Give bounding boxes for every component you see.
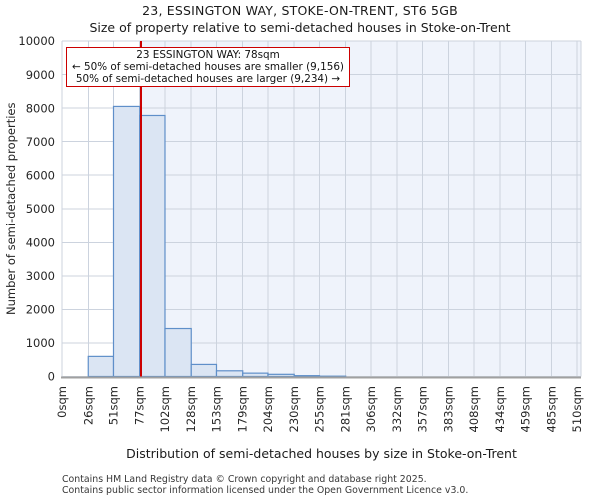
x-tick-label: 383sqm <box>442 386 456 432</box>
histogram-bar <box>215 370 244 378</box>
y-tick-label: 10000 <box>18 34 55 48</box>
x-tick-label: 306sqm <box>364 386 378 432</box>
marker-annotation-box: 23 ESSINGTON WAY: 78sqm ← 50% of semi-de… <box>66 47 350 87</box>
histogram-bar <box>190 363 218 378</box>
x-tick-label: 153sqm <box>209 386 223 432</box>
x-tick-label: 26sqm <box>81 386 95 425</box>
histogram-bar <box>139 114 166 378</box>
histogram-bar <box>293 375 321 378</box>
y-axis-title: Number of semi-detached properties <box>4 103 18 315</box>
x-tick-label: 0sqm <box>55 386 69 418</box>
page-subtitle: Size of property relative to semi-detach… <box>89 20 511 35</box>
x-tick-label: 459sqm <box>518 386 532 432</box>
x-tick-label: 77sqm <box>133 386 147 425</box>
histogram-bar <box>242 372 269 378</box>
annotation-larger-line: 50% of semi-detached houses are larger (… <box>75 73 341 86</box>
x-tick-label: 179sqm <box>236 386 250 432</box>
x-tick-label: 51sqm <box>106 386 120 425</box>
y-tick-label: 9000 <box>26 68 55 82</box>
histogram-bar <box>112 105 141 378</box>
y-tick-label: 6000 <box>26 168 55 182</box>
y-tick-label: 1000 <box>26 336 55 350</box>
x-axis-title: Distribution of semi-detached houses by … <box>126 446 517 461</box>
x-tick-label: 230sqm <box>287 386 301 432</box>
annotation-property-line: 23 ESSINGTON WAY: 78sqm <box>136 49 280 61</box>
y-tick-label: 0 <box>48 370 55 384</box>
histogram-bar <box>267 373 295 378</box>
x-tick-label: 357sqm <box>415 386 429 432</box>
x-tick-label: 510sqm <box>570 386 584 432</box>
x-tick-label: 102sqm <box>158 386 172 432</box>
x-tick-label: 485sqm <box>545 386 559 432</box>
histogram-bar <box>164 327 192 378</box>
y-tick-label: 2000 <box>26 303 55 317</box>
footer-line-2: Contains public sector information licen… <box>62 485 469 497</box>
x-tick-label: 255sqm <box>312 386 326 432</box>
x-tick-label: 434sqm <box>493 386 507 432</box>
y-tick-label: 8000 <box>26 101 55 115</box>
y-tick-label: 7000 <box>26 135 55 149</box>
y-tick-label: 4000 <box>26 236 55 250</box>
annotation-smaller-line: ← 50% of semi-detached houses are smalle… <box>72 61 344 74</box>
y-tick-label: 5000 <box>26 202 55 216</box>
y-tick-label: 3000 <box>26 269 55 283</box>
page-title: 23, ESSINGTON WAY, STOKE-ON-TRENT, ST6 5… <box>142 3 458 18</box>
x-tick-label: 204sqm <box>261 386 275 432</box>
x-tick-label: 408sqm <box>467 386 481 432</box>
footer-attribution: Contains HM Land Registry data © Crown c… <box>62 474 600 496</box>
footer-line-1: Contains HM Land Registry data © Crown c… <box>62 474 427 485</box>
x-tick-label: 128sqm <box>184 386 198 432</box>
x-tick-label: 332sqm <box>390 386 404 432</box>
x-tick-label: 281sqm <box>339 386 353 432</box>
histogram-bar <box>87 355 115 378</box>
